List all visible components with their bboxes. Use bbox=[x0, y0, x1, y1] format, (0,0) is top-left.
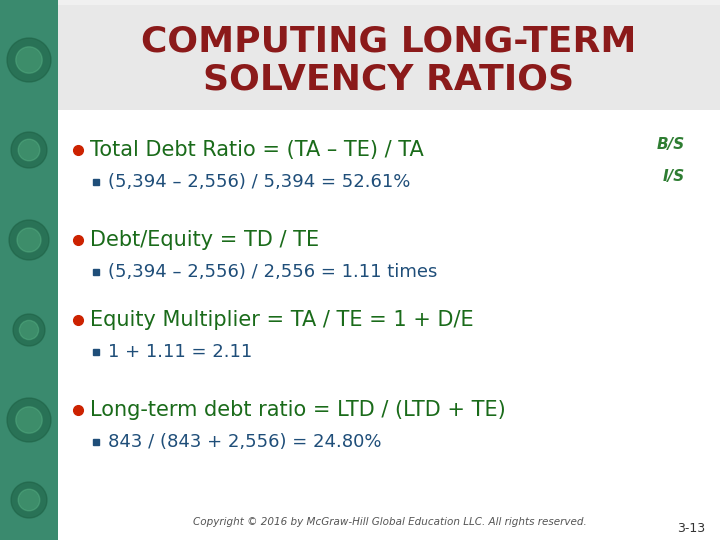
Circle shape bbox=[16, 47, 42, 73]
Circle shape bbox=[11, 132, 47, 168]
Text: 1 + 1.11 = 2.11: 1 + 1.11 = 2.11 bbox=[108, 343, 252, 361]
FancyBboxPatch shape bbox=[0, 0, 58, 540]
Circle shape bbox=[18, 139, 40, 161]
Text: Copyright © 2016 by McGraw-Hill Global Education LLC. All rights reserved.: Copyright © 2016 by McGraw-Hill Global E… bbox=[193, 517, 587, 527]
Text: 3-13: 3-13 bbox=[677, 522, 705, 535]
FancyBboxPatch shape bbox=[58, 110, 720, 540]
Text: Equity Multiplier = TA / TE = 1 + D/E: Equity Multiplier = TA / TE = 1 + D/E bbox=[90, 310, 474, 330]
Circle shape bbox=[19, 320, 39, 340]
Text: 843 / (843 + 2,556) = 24.80%: 843 / (843 + 2,556) = 24.80% bbox=[108, 433, 382, 451]
Text: (5,394 – 2,556) / 5,394 = 52.61%: (5,394 – 2,556) / 5,394 = 52.61% bbox=[108, 173, 410, 191]
Text: COMPUTING LONG-TERM: COMPUTING LONG-TERM bbox=[141, 24, 636, 58]
Circle shape bbox=[17, 228, 41, 252]
Text: (5,394 – 2,556) / 2,556 = 1.11 times: (5,394 – 2,556) / 2,556 = 1.11 times bbox=[108, 263, 437, 281]
Circle shape bbox=[7, 38, 51, 82]
Text: B/S: B/S bbox=[657, 138, 685, 152]
Circle shape bbox=[13, 314, 45, 346]
Text: Total Debt Ratio = (TA – TE) / TA: Total Debt Ratio = (TA – TE) / TA bbox=[90, 140, 424, 160]
Text: I/S: I/S bbox=[662, 170, 685, 185]
Circle shape bbox=[16, 407, 42, 433]
Text: Debt/Equity = TD / TE: Debt/Equity = TD / TE bbox=[90, 230, 319, 250]
Circle shape bbox=[11, 482, 47, 518]
Circle shape bbox=[7, 398, 51, 442]
FancyBboxPatch shape bbox=[58, 5, 720, 110]
Circle shape bbox=[18, 489, 40, 511]
Text: Long-term debt ratio = LTD / (LTD + TE): Long-term debt ratio = LTD / (LTD + TE) bbox=[90, 400, 505, 420]
Circle shape bbox=[9, 220, 49, 260]
Text: SOLVENCY RATIOS: SOLVENCY RATIOS bbox=[204, 63, 575, 97]
